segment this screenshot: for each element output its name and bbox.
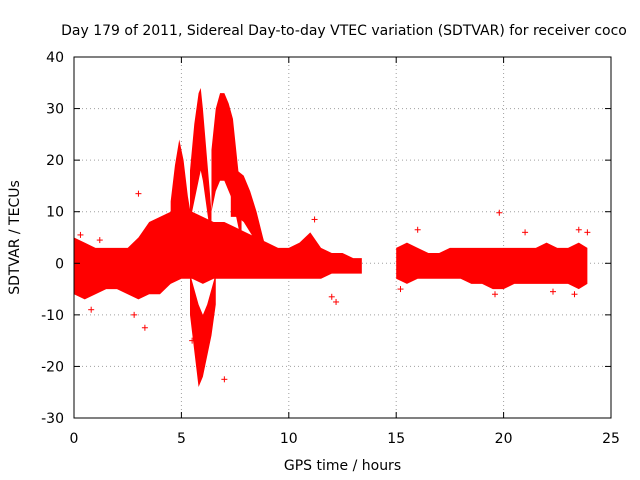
y-tick-label: 20 xyxy=(46,153,64,169)
x-tick-label: 5 xyxy=(177,431,186,447)
outlier-point xyxy=(221,376,228,383)
outlier-point xyxy=(96,237,103,244)
series-band-4 xyxy=(189,87,212,243)
x-axis-label: GPS time / hours xyxy=(284,458,401,474)
series-band-7 xyxy=(189,273,216,388)
outlier-point xyxy=(77,231,84,238)
series-band-6 xyxy=(230,170,268,269)
y-tick-label: -20 xyxy=(41,359,64,375)
y-axis-label: SDTVAR / TECUs xyxy=(7,180,23,295)
x-tick-label: 25 xyxy=(602,431,620,447)
y-tick-label: 30 xyxy=(46,102,64,118)
x-tick-label: 0 xyxy=(70,431,79,447)
outlier-point xyxy=(333,298,340,305)
outlier-point xyxy=(88,306,95,313)
series-band-5 xyxy=(211,93,242,243)
outlier-point xyxy=(328,293,335,300)
outlier-point xyxy=(141,324,148,331)
data-layer xyxy=(74,87,591,388)
y-tick-label: -30 xyxy=(41,411,64,427)
outlier-point xyxy=(496,209,503,216)
plot-frame xyxy=(73,56,612,419)
y-tick-label: -10 xyxy=(41,308,64,324)
outlier-point xyxy=(414,226,421,233)
x-tick-label: 20 xyxy=(495,431,513,447)
outlier-point xyxy=(131,311,138,318)
series-band-2 xyxy=(396,242,588,290)
outlier-point xyxy=(575,226,582,233)
y-tick-label: 10 xyxy=(46,205,64,221)
outlier-point xyxy=(135,190,142,197)
axis-layer: 0 5 10 15 20 25 -30 -20 -10 0 10 20 30 40 xyxy=(41,50,620,447)
outlier-point xyxy=(522,229,529,236)
x-tick-label: 15 xyxy=(387,431,405,447)
series-band-3 xyxy=(170,139,193,253)
outlier-point xyxy=(189,337,196,344)
x-tick-label: 10 xyxy=(280,431,298,447)
outlier-point xyxy=(550,288,557,295)
outlier-point xyxy=(584,229,591,236)
outlier-point xyxy=(571,291,578,298)
y-tick-label: 0 xyxy=(55,256,64,272)
outlier-point xyxy=(492,291,499,298)
chart-title: Day 179 of 2011, Sidereal Day-to-day VTE… xyxy=(61,23,627,39)
outlier-point xyxy=(311,216,318,223)
outlier-point xyxy=(397,286,404,293)
series-band-1 xyxy=(74,206,362,300)
y-tick-label: 40 xyxy=(46,50,64,66)
